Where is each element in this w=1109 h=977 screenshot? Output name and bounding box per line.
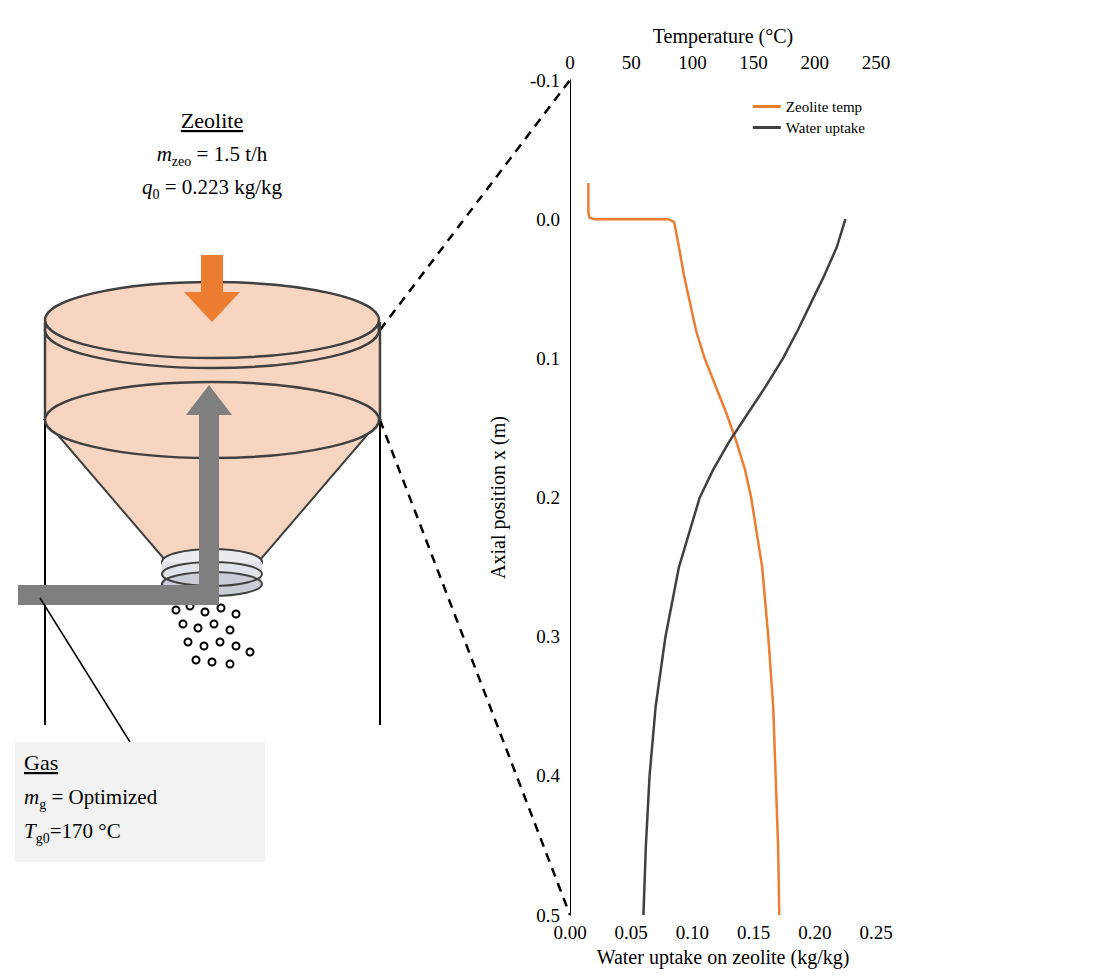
svg-text:150: 150 (739, 52, 768, 73)
svg-text:0.2: 0.2 (536, 487, 560, 508)
svg-text:50: 50 (622, 52, 641, 73)
svg-text:Temperature (°C): Temperature (°C) (653, 25, 793, 48)
svg-text:Water uptake on zeolite (kg/kg: Water uptake on zeolite (kg/kg) (597, 946, 850, 969)
svg-text:Gas: Gas (24, 750, 58, 775)
svg-text:0.5: 0.5 (536, 904, 560, 926)
svg-text:mzeo = 1.5 t/h: mzeo = 1.5 t/h (157, 142, 268, 169)
svg-text:Zeolite temp: Zeolite temp (786, 99, 862, 115)
svg-text:Water uptake: Water uptake (786, 120, 866, 136)
svg-text:Zeolite: Zeolite (181, 108, 243, 133)
svg-text:0: 0 (565, 52, 575, 73)
svg-text:0.0: 0.0 (536, 209, 560, 230)
svg-text:q0 = 0.223 kg/kg: q0 = 0.223 kg/kg (142, 175, 283, 202)
svg-text:mg = Optimized: mg = Optimized (24, 785, 158, 812)
svg-text:250: 250 (862, 52, 891, 73)
svg-text:0.20: 0.20 (798, 922, 831, 943)
svg-text:0.00: 0.00 (553, 922, 586, 943)
svg-text:0.10: 0.10 (676, 922, 709, 943)
svg-text:0.3: 0.3 (536, 626, 560, 647)
svg-text:100: 100 (678, 52, 707, 73)
svg-text:Axial position x (m): Axial position x (m) (487, 416, 510, 579)
svg-text:0.15: 0.15 (737, 922, 770, 943)
svg-text:0.4: 0.4 (536, 765, 560, 786)
svg-text:0.1: 0.1 (536, 348, 560, 369)
svg-text:0.05: 0.05 (615, 922, 648, 943)
svg-text:Tg0=170 °C: Tg0=170 °C (24, 819, 121, 846)
svg-text:200: 200 (801, 52, 830, 73)
svg-text:-0.1: -0.1 (530, 70, 560, 91)
svg-text:0.25: 0.25 (859, 922, 892, 943)
